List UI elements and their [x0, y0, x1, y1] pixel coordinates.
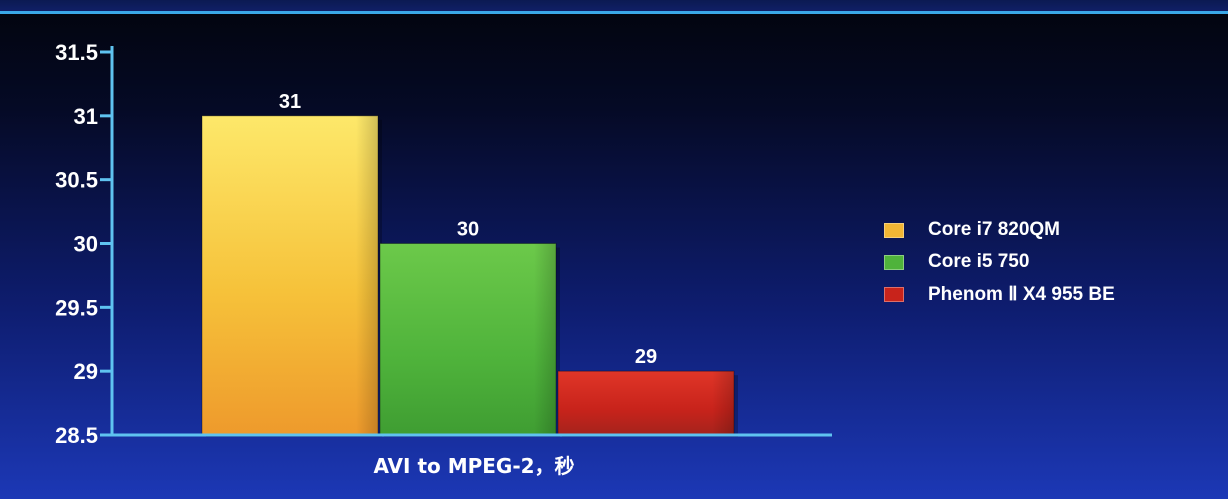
bar-edge-shade: [534, 243, 556, 435]
y-tick-label: 29: [74, 359, 98, 384]
bar-edge-shade: [356, 115, 378, 435]
legend-swatch: [884, 254, 904, 270]
y-tick-label: 30.5: [55, 168, 98, 193]
legend-swatch: [884, 222, 904, 238]
y-tick-label: 29.5: [55, 295, 98, 320]
top-divider: [0, 11, 1228, 14]
bar-edge-shade: [712, 371, 734, 435]
x-axis-label: AVI to MPEG-2，秒: [373, 454, 574, 478]
legend: Core i7 820QM Core i5 750 Phenom Ⅱ X4 955 …: [884, 218, 1115, 306]
legend-label: Core i5 750: [928, 251, 1030, 272]
data-label: 29: [635, 346, 657, 368]
bars-layer: [201, 115, 738, 437]
bar-3: [557, 370, 735, 436]
y-axis: 28.5 29 29.5 30 30.5 31 31.5: [55, 40, 832, 448]
y-tick-label: 31: [74, 104, 98, 129]
y-tick-label: 28.5: [55, 423, 98, 448]
data-labels: 31 30 29: [279, 91, 657, 368]
top-band: [0, 0, 1228, 11]
y-tick-label: 31.5: [55, 40, 98, 65]
legend-label: Phenom Ⅱ X4 955 BE: [928, 283, 1115, 305]
data-label: 30: [457, 219, 479, 241]
legend-item: Phenom Ⅱ X4 955 BE: [884, 282, 1115, 306]
bar-2: [379, 243, 557, 436]
y-tick-label: 30: [74, 232, 98, 257]
data-label: 31: [279, 91, 301, 113]
legend-item: Core i5 750: [884, 250, 1115, 274]
bar-1: [201, 115, 379, 436]
legend-label: Core i7 820QM: [928, 219, 1060, 240]
legend-swatch: [884, 286, 904, 302]
legend-item: Core i7 820QM: [884, 218, 1115, 242]
